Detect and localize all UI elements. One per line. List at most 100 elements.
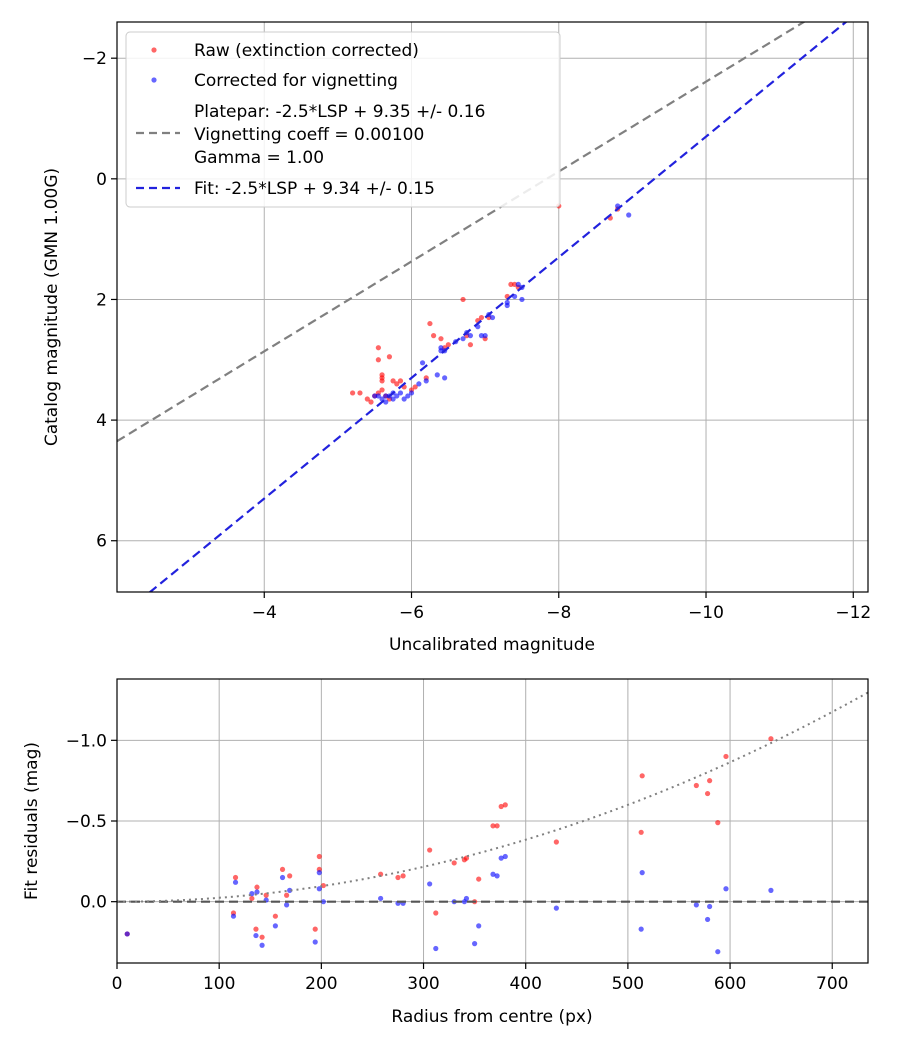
bottom-chart-point-corrected <box>476 923 482 929</box>
bottom-chart-point-corrected <box>316 886 322 892</box>
legend-label-vignetting: Vignetting coeff = 0.00100 <box>194 125 424 145</box>
bottom-chart-point-corrected <box>715 949 721 955</box>
bottom-chart-point-raw <box>279 866 286 873</box>
top-chart-x-axis-label: Uncalibrated magnitude <box>389 635 595 655</box>
top-chart-point-raw <box>350 390 356 396</box>
bottom-chart-point-raw <box>232 874 239 881</box>
top-chart-point-corrected <box>401 396 407 402</box>
bottom-chart-x-tick-label: 0 <box>112 974 123 994</box>
top-chart-point-corrected <box>390 396 396 402</box>
top-chart-point-corrected <box>423 378 429 384</box>
bottom-chart-point-raw <box>395 874 401 881</box>
bottom-chart-point-corrected <box>553 905 559 911</box>
top-chart-point-raw <box>364 396 370 402</box>
top-chart-point-raw <box>394 381 400 387</box>
bottom-chart-point-corrected <box>472 941 478 947</box>
top-chart-point-raw <box>427 320 433 327</box>
bottom-chart-x-tick-label: 200 <box>305 974 337 994</box>
top-chart-legend: Raw (extinction corrected) Corrected for… <box>125 31 561 208</box>
bottom-chart-point-corrected <box>768 887 774 893</box>
bottom-chart-point-raw <box>476 876 482 882</box>
top-chart-point-raw <box>375 345 381 351</box>
bottom-chart-point-raw <box>490 823 496 829</box>
legend-label-corrected: Corrected for vignetting <box>194 71 398 91</box>
bottom-chart-point-raw <box>284 892 290 898</box>
legend-label-fit: Fit: -2.5*LSP + 9.34 +/- 0.15 <box>194 179 435 199</box>
bottom-chart-y-tick-label: 0.0 <box>80 893 107 913</box>
top-chart-x-tick-label: −12 <box>835 603 871 623</box>
bottom-chart-point-raw <box>723 753 729 760</box>
bottom-chart-point-raw <box>253 926 259 932</box>
bottom-chart-point-raw <box>693 782 699 789</box>
top-chart-point-raw <box>390 378 396 384</box>
bottom-chart-point-corrected <box>253 932 259 939</box>
bottom-chart-point-raw <box>639 773 645 779</box>
top-chart-point-corrected <box>394 393 400 399</box>
bottom-chart-point-raw <box>427 847 433 853</box>
bottom-chart-point-corrected <box>494 873 500 879</box>
bottom-chart-point-raw <box>494 823 500 829</box>
top-chart-fit-line <box>148 22 848 592</box>
top-chart-point-raw <box>379 387 385 393</box>
bottom-chart-point-corrected <box>279 874 286 881</box>
bottom-chart-point-corrected <box>124 931 130 937</box>
bottom-chart-point-raw <box>502 802 508 808</box>
top-chart-x-tick-label: −10 <box>688 603 724 623</box>
top-chart-point-corrected <box>372 393 378 399</box>
bottom-chart-grid <box>116 679 868 963</box>
top-chart-point-corrected <box>416 381 422 387</box>
bottom-chart-point-corrected <box>433 945 439 952</box>
bottom-chart-point-raw <box>451 860 457 866</box>
bottom-chart-point-corrected <box>316 870 322 876</box>
top-chart-point-raw <box>467 342 474 348</box>
bottom-chart-point-raw <box>433 910 439 916</box>
top-chart-point-raw <box>412 384 418 390</box>
top-chart-x-tick-label: −6 <box>399 603 424 623</box>
top-chart-point-corrected <box>515 281 521 287</box>
bottom-chart-point-raw <box>638 829 644 835</box>
bottom-chart-point-raw <box>249 895 255 902</box>
bottom-chart-point-corrected <box>230 913 237 919</box>
bottom-chart-point-corrected <box>254 889 260 895</box>
bottom-chart-point-raw <box>287 873 293 879</box>
bottom-chart-point-corrected <box>312 939 318 945</box>
bottom-chart-plot-area <box>117 691 868 955</box>
top-chart-point-corrected <box>434 372 440 378</box>
bottom-chart-x-axis-label: Radius from centre (px) <box>391 1007 592 1027</box>
top-chart-point-raw <box>460 296 466 303</box>
top-chart-y-tick-label: 4 <box>96 411 107 431</box>
top-chart-point-raw <box>368 399 374 405</box>
top-chart-point-corrected <box>519 296 525 303</box>
top-chart-point-corrected <box>626 212 632 218</box>
top-chart-ticks: −4 −6 −8 −10 −12 −2 0 2 4 6 <box>82 49 871 623</box>
top-chart-x-tick-label: −8 <box>546 603 571 623</box>
top-chart-point-raw <box>379 372 385 378</box>
top-chart-point-corrected <box>375 393 381 399</box>
top-chart-point-corrected <box>405 393 411 399</box>
legend-marker-raw <box>151 47 157 53</box>
bottom-chart-point-corrected <box>639 870 645 876</box>
top-chart-y-axis-label: Catalog magnitude (GMN 1.00G) <box>42 168 62 446</box>
bottom-chart-point-raw <box>316 853 322 860</box>
top-chart-y-tick-label: 0 <box>96 170 107 190</box>
bottom-chart-point-corrected <box>378 895 384 902</box>
bottom-chart-x-tick-label: 600 <box>714 974 746 994</box>
top-chart-point-corrected <box>408 390 415 396</box>
top-chart-point-corrected <box>489 314 496 321</box>
bottom-chart-point-raw <box>312 926 318 932</box>
top-chart-frame <box>116 21 869 593</box>
top-chart-y-tick-label: 6 <box>96 532 107 552</box>
bottom-chart-point-corrected <box>259 942 265 948</box>
top-chart-y-tick-label: −2 <box>82 49 107 69</box>
top-chart-point-corrected <box>383 399 389 405</box>
bottom-chart-point-raw <box>704 790 711 797</box>
top-chart-point-raw <box>508 281 514 287</box>
magnitude-calibration-chart: −4 −6 −8 −10 −12 −2 0 2 4 6 Uncalibrated magnitud… <box>42 21 871 655</box>
legend-label-raw: Raw (extinction corrected) <box>194 41 419 61</box>
bottom-chart-point-raw <box>715 820 721 826</box>
bottom-chart-point-raw <box>272 913 278 919</box>
legend-marker-corrected <box>151 77 157 83</box>
top-chart-point-raw <box>445 342 451 348</box>
bottom-chart-point-corrected <box>502 853 508 860</box>
